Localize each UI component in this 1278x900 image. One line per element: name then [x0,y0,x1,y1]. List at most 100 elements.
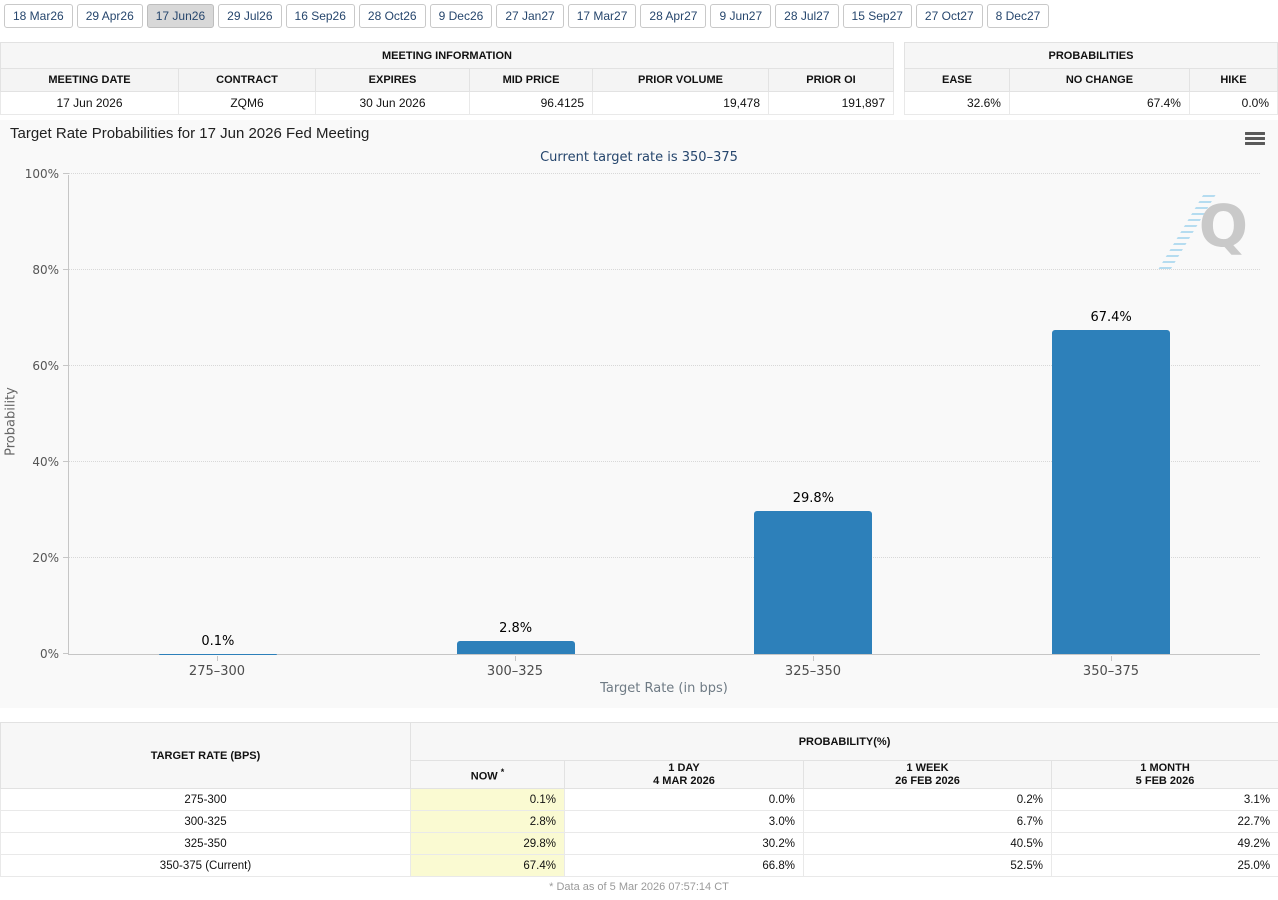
bar-column: 29.8% [665,175,963,654]
meeting-tab[interactable]: 9 Dec26 [429,4,493,28]
probability-cell: 6.7% [803,810,1052,833]
col-header-prior-oi: PRIOR OI [768,68,894,92]
gridline: 60% [32,359,1260,373]
y-axis-tick-label: 100% [24,167,59,181]
y-axis-tick-label: 20% [32,551,59,565]
history-column-header: 1 DAY 4 MAR 2026 [564,760,804,789]
meeting-tab[interactable]: 17 Jun26 [146,4,215,28]
y-axis-tick [63,557,69,558]
x-axis-tick [216,656,218,661]
x-axis-tick [812,656,814,661]
chart-title: Target Rate Probabilities for 17 Jun 202… [10,125,370,142]
y-axis-tick [63,461,69,462]
y-axis-tick [63,365,69,366]
table-row: 275-300 0.1% 0.0% 0.2% 3.1% [0,788,1278,811]
probability-history-table: TARGET RATE (BPS) PROBABILITY(%) NOW * 1 … [0,722,1278,877]
meeting-tab[interactable]: 8 Dec27 [986,4,1050,28]
probability-cell: 52.5% [803,854,1052,877]
x-axis-category: 275–300 [68,656,366,679]
probability-cell: 66.8% [564,854,804,877]
meeting-tab[interactable]: 15 Sep27 [842,4,912,28]
meeting-tab[interactable]: 28 Oct26 [358,4,426,28]
col-header-mid-price: MID PRICE [469,68,593,92]
bars-container: 0.1% 2.8% 29.8% 67.4% [69,175,1260,654]
probability-cell: 3.0% [564,810,804,833]
meeting-tab[interactable]: 18 Mar26 [4,4,73,28]
history-column-header: 1 MONTH 5 FEB 2026 [1050,760,1278,789]
probability-cell: 0.1% [410,788,565,811]
target-rate-cell: 325-350 [0,832,411,855]
chart-context-menu-icon[interactable] [1245,129,1265,147]
probabilities-table: PROBABILITIES EASE NO CHANGE HIKE 32.6% … [903,42,1278,115]
y-axis-tick [63,269,69,270]
x-axis-category: 350–375 [962,656,1260,679]
probability-cell: 3.1% [1050,788,1278,811]
bar-column: 2.8% [367,175,665,654]
ease-value: 32.6% [903,91,1010,115]
target-rate-cell: 350-375 (Current) [0,854,411,877]
probability-cell: 29.8% [410,832,565,855]
x-axis-category: 300–325 [366,656,664,679]
probability-bar[interactable] [754,510,873,654]
meeting-info-caption: MEETING INFORMATION [0,42,894,69]
target-rate-cell: 300-325 [0,810,411,833]
meeting-tab[interactable]: 28 Jul27 [775,4,839,28]
data-as-of-note: * Data as of 5 Mar 2026 07:57:14 CT [549,881,729,893]
table-gap [894,42,904,115]
y-axis-tick-label: 40% [32,455,59,469]
meeting-tab[interactable]: 29 Jul26 [218,4,282,28]
table-row: 350-375 (Current) 67.4% 66.8% 52.5% 25.0% [0,854,1278,877]
contract-value: ZQM6 [178,91,316,115]
x-axis-category-label: 325–350 [784,664,842,679]
table-row: 300-325 2.8% 3.0% 6.7% 22.7% [0,810,1278,833]
y-axis-tick-label: 0% [39,647,59,661]
meeting-tab[interactable]: 27 Jan27 [496,4,564,28]
bar-column: 0.1% [69,175,367,654]
plot-area: Q 0% 20% 40% 60% 80% 100% 0.1% 2.8% 29.8% 67.4% [25,167,1260,661]
history-tbody: 275-300 0.1% 0.0% 0.2% 3.1% 300-325 2.8% 3.0% 6.… [0,788,1278,877]
bar-column: 67.4% [962,175,1260,654]
x-axis-tick [514,656,516,661]
probability-cell: 67.4% [410,854,565,877]
meeting-tab[interactable]: 27 Oct27 [915,4,983,28]
col-header-contract: CONTRACT [178,68,316,92]
meeting-tab[interactable]: 17 Mar27 [567,4,637,28]
x-axis-category-label: 350–375 [1082,664,1140,679]
gridline: 20% [32,551,1260,565]
x-axis-tick [1110,656,1112,661]
bar-value-label: 0.1% [201,633,235,649]
probability-bar[interactable] [1052,330,1171,654]
target-rate-cell: 275-300 [0,788,411,811]
bar-value-label: 29.8% [792,490,835,506]
x-axis-labels: 275–300 300–325 325–350 350–375 [68,656,1260,679]
meeting-tab[interactable]: 28 Apr27 [640,4,707,28]
probability-cell: 2.8% [410,810,565,833]
probability-cell: 25.0% [1050,854,1278,877]
expires-value: 30 Jun 2026 [315,91,470,115]
x-axis-category-label: 275–300 [188,664,246,679]
probabilities-caption: PROBABILITIES [903,42,1278,69]
footnote-asterisk: * [500,766,505,777]
meeting-tab[interactable]: 9 Jun27 [710,4,772,28]
meeting-tab[interactable]: 29 Apr26 [76,4,143,28]
bar-value-label: 67.4% [1090,310,1132,326]
col-header-meeting-date: MEETING DATE [0,68,179,92]
col-header-prior-volume: PRIOR VOLUME [592,68,769,92]
probability-bar[interactable] [456,640,575,654]
x-axis-category: 325–350 [664,656,962,679]
target-rate-header: TARGET RATE (BPS) [0,722,411,789]
y-axis-tick [63,173,69,174]
hike-value: 0.0% [1188,91,1278,115]
gridline: 40% [32,455,1260,469]
col-header-ease: EASE [903,68,1010,92]
y-axis-tick-label: 60% [32,359,59,373]
x-axis-category-label: 300–325 [486,664,544,679]
meeting-tab[interactable]: 16 Sep26 [285,4,355,28]
probability-cell: 0.0% [564,788,804,811]
probability-bar[interactable] [158,653,277,654]
info-tables-row: MEETING INFORMATION MEETING DATE CONTRAC… [0,42,1278,115]
meeting-info-table: MEETING INFORMATION MEETING DATE CONTRAC… [0,42,894,115]
bar-value-label: 2.8% [499,620,533,636]
chart-subtitle: Current target rate is 350–375 [540,150,738,165]
y-axis-tick-label: 80% [32,263,59,277]
